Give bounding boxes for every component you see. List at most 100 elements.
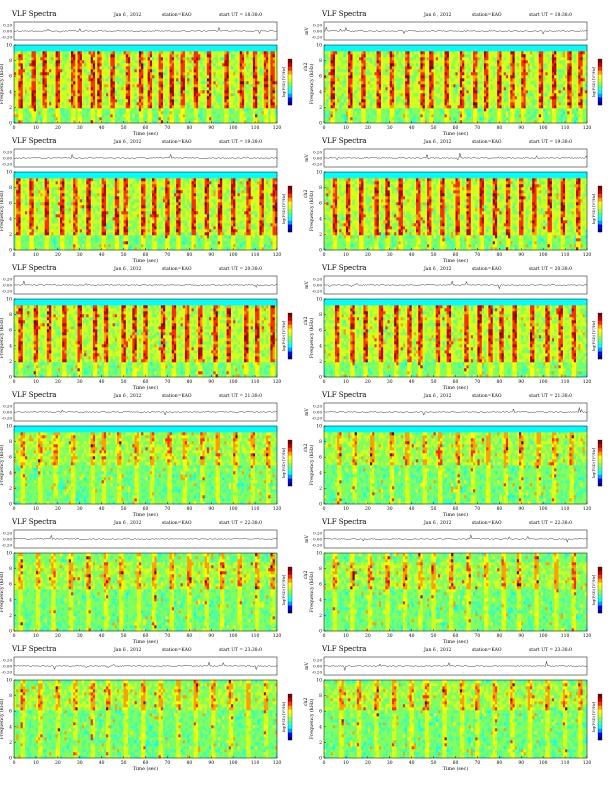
spectrogram-cell — [110, 93, 112, 96]
spectrogram-cell — [150, 111, 152, 114]
spectrogram-cell — [84, 84, 86, 87]
spectrogram-cell — [108, 72, 110, 75]
spectrogram-cell — [73, 63, 75, 66]
spectrogram-cell — [178, 69, 180, 72]
spectrogram-cell — [34, 75, 36, 78]
spectrogram-cell — [86, 51, 88, 54]
spectrogram-cell — [104, 54, 106, 57]
spectrogram-cell — [67, 99, 69, 102]
spectrogram-cell — [420, 48, 422, 51]
spectrogram-cell — [220, 57, 222, 60]
spectrogram-cell — [224, 84, 226, 87]
spectrogram-cell — [264, 75, 266, 78]
spectrogram-cell — [102, 96, 104, 99]
spectrogram-cell — [200, 45, 202, 48]
spectrogram-cell — [194, 108, 196, 111]
spectrogram-cell — [47, 48, 49, 51]
spectrogram-cell — [117, 66, 119, 69]
spectrogram-cell — [187, 54, 189, 57]
spectrogram-cell — [342, 108, 344, 111]
spectrogram-cell — [388, 48, 390, 51]
spectrogram-cell — [416, 84, 418, 87]
spectrogram-cell — [352, 111, 354, 114]
spectrogram-cell — [416, 96, 418, 99]
spectrogram-cell — [128, 90, 130, 93]
spectrogram-cell — [326, 45, 328, 48]
spectrogram-cell — [146, 114, 148, 117]
spectrogram-cell — [53, 54, 55, 57]
spectrogram-cell — [445, 87, 447, 90]
spectrogram-cell — [471, 66, 473, 69]
spectrogram-cell — [21, 57, 23, 60]
spectrogram-cell — [80, 66, 82, 69]
spectrogram-cell — [86, 96, 88, 99]
spectrogram-cell — [135, 102, 137, 105]
spectrogram-cell — [460, 72, 462, 75]
spectrogram-cell — [128, 96, 130, 99]
spectrogram-cell — [198, 99, 200, 102]
spectrogram-cell — [352, 78, 354, 81]
spectrogram-cell — [45, 99, 47, 102]
spectrogram-cell — [58, 96, 60, 99]
spectrogram-cell — [130, 48, 132, 51]
spectrogram-cell — [32, 108, 34, 111]
spectrogram-cell — [359, 54, 361, 57]
spectrogram-cell — [374, 60, 376, 63]
spectrogram-cell — [80, 48, 82, 51]
spectrogram-cell — [246, 69, 248, 72]
spectrogram-cell — [73, 87, 75, 90]
spectrogram-cell — [53, 93, 55, 96]
spectrogram-cell — [110, 108, 112, 111]
spectrogram-cell — [176, 66, 178, 69]
spectrogram-cell — [407, 63, 409, 66]
spectrogram-cell — [350, 105, 352, 108]
spectrogram-cell — [130, 78, 132, 81]
spectrogram-cell — [246, 102, 248, 105]
spectrogram-cell — [99, 51, 101, 54]
spectrogram-cell — [412, 96, 414, 99]
spectrogram-cell — [445, 60, 447, 63]
spectrogram-cell — [251, 90, 253, 93]
spectrogram-cell — [331, 108, 333, 111]
spectrogram-cell — [130, 90, 132, 93]
spectrogram-cell — [58, 69, 60, 72]
spectrogram-cell — [244, 117, 246, 120]
spectrogram-cell — [253, 78, 255, 81]
spectrogram-cell — [56, 66, 58, 69]
spectrogram-cell — [119, 87, 121, 90]
spectrogram-cell — [42, 117, 44, 120]
spectrogram-cell — [273, 72, 275, 75]
spectrogram-cell — [137, 66, 139, 69]
spectrogram-cell — [401, 48, 403, 51]
spectrogram-cell — [113, 105, 115, 108]
spectrogram-cell — [346, 105, 348, 108]
spectrogram-cell — [374, 57, 376, 60]
spectrogram-cell — [328, 72, 330, 75]
spectrogram-cell — [119, 117, 121, 120]
spectrogram-cell — [431, 57, 433, 60]
spectrogram-cell — [143, 102, 145, 105]
spectrogram-cell — [409, 111, 411, 114]
spectrogram-cell — [56, 75, 58, 78]
spectrogram-cell — [414, 105, 416, 108]
spectrogram-cell — [342, 78, 344, 81]
spectrogram-cell — [326, 108, 328, 111]
spectrogram-cell — [21, 96, 23, 99]
spectrogram-cell — [29, 72, 31, 75]
spectrogram-cell — [32, 78, 34, 81]
spectrogram-cell — [183, 66, 185, 69]
spectrogram-cell — [146, 96, 148, 99]
spectrogram-cell — [453, 54, 455, 57]
spectrogram-cell — [350, 81, 352, 84]
spectrogram-cell — [335, 87, 337, 90]
spectrogram-cell — [328, 63, 330, 66]
spectrogram-cell — [196, 69, 198, 72]
spectrogram-cell — [326, 111, 328, 114]
spectrogram-cell — [359, 45, 361, 48]
spectrogram-cell — [110, 54, 112, 57]
spectrogram-cell — [178, 84, 180, 87]
spectrogram-cell — [78, 81, 80, 84]
spectrogram-cell — [346, 102, 348, 105]
spectrogram-cell — [146, 111, 148, 114]
spectrogram-cell — [95, 75, 97, 78]
